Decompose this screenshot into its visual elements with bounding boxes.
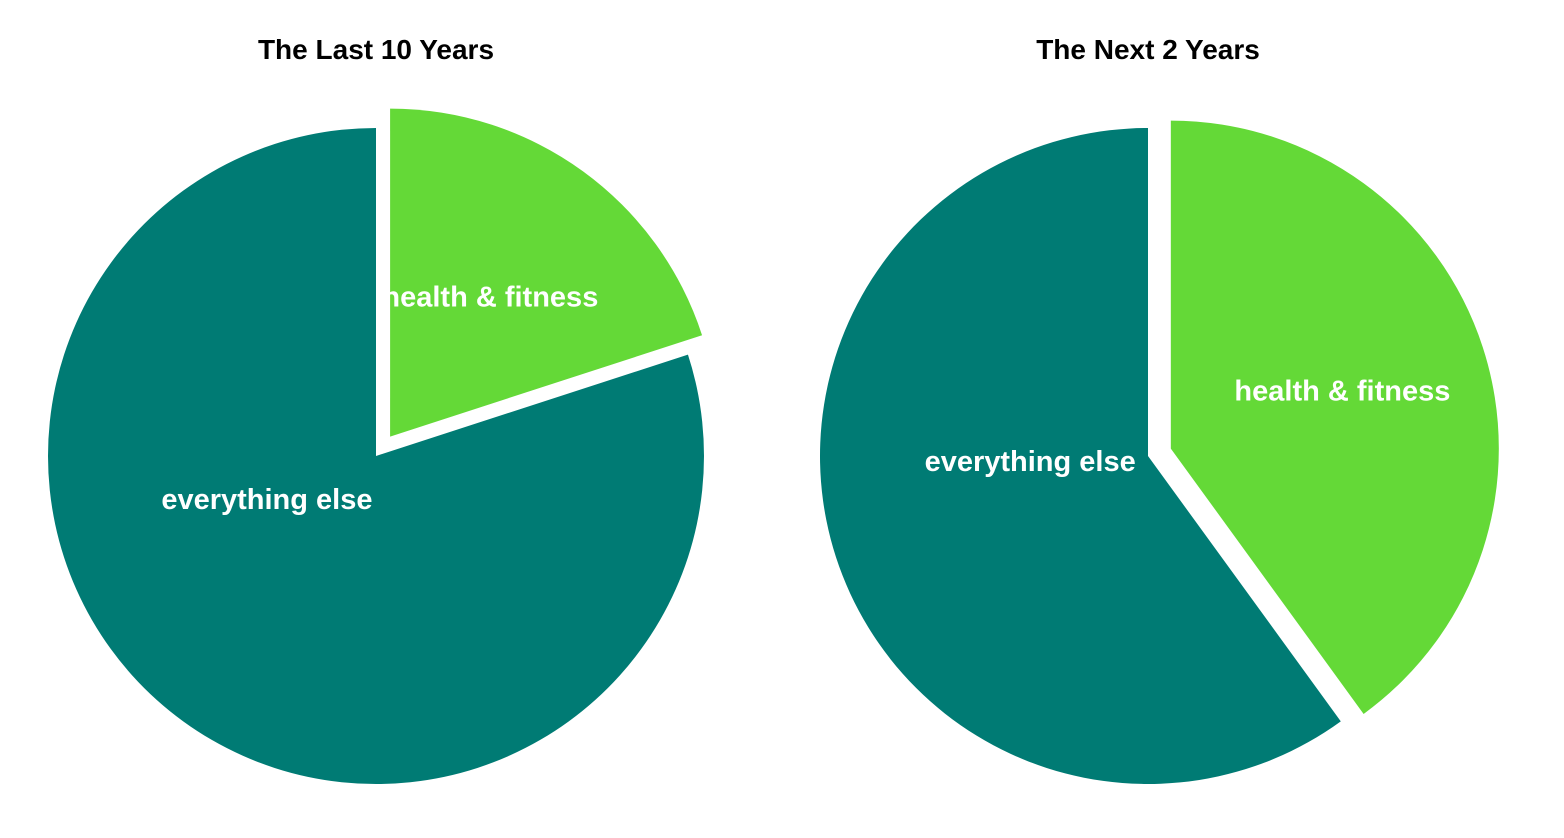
pie-chart-next-2-years: The Next 2 Years health & fitness everyth… — [770, 0, 1564, 838]
pie-slice-health-fitness — [390, 108, 703, 437]
slice-label: health & fitness — [1234, 375, 1450, 407]
pie-slice-everything-else — [47, 128, 705, 784]
chart-title: The Last 10 Years — [257, 34, 495, 65]
slice-label: everything else — [925, 446, 1136, 478]
slice-label: health & fitness — [382, 281, 598, 313]
pie-chart-last-10-years: The Last 10 Years health & fitness everyt… — [0, 0, 770, 838]
pie-slice-everything-else — [819, 128, 1341, 785]
chart-title: The Next 2 Years — [1036, 34, 1260, 65]
pie-svg: health & fitness everything else — [47, 108, 705, 784]
slice-label: everything else — [161, 484, 372, 516]
pie-slice-health-fitness — [1170, 120, 1499, 714]
pie-svg: health & fitness everything else — [819, 120, 1499, 785]
